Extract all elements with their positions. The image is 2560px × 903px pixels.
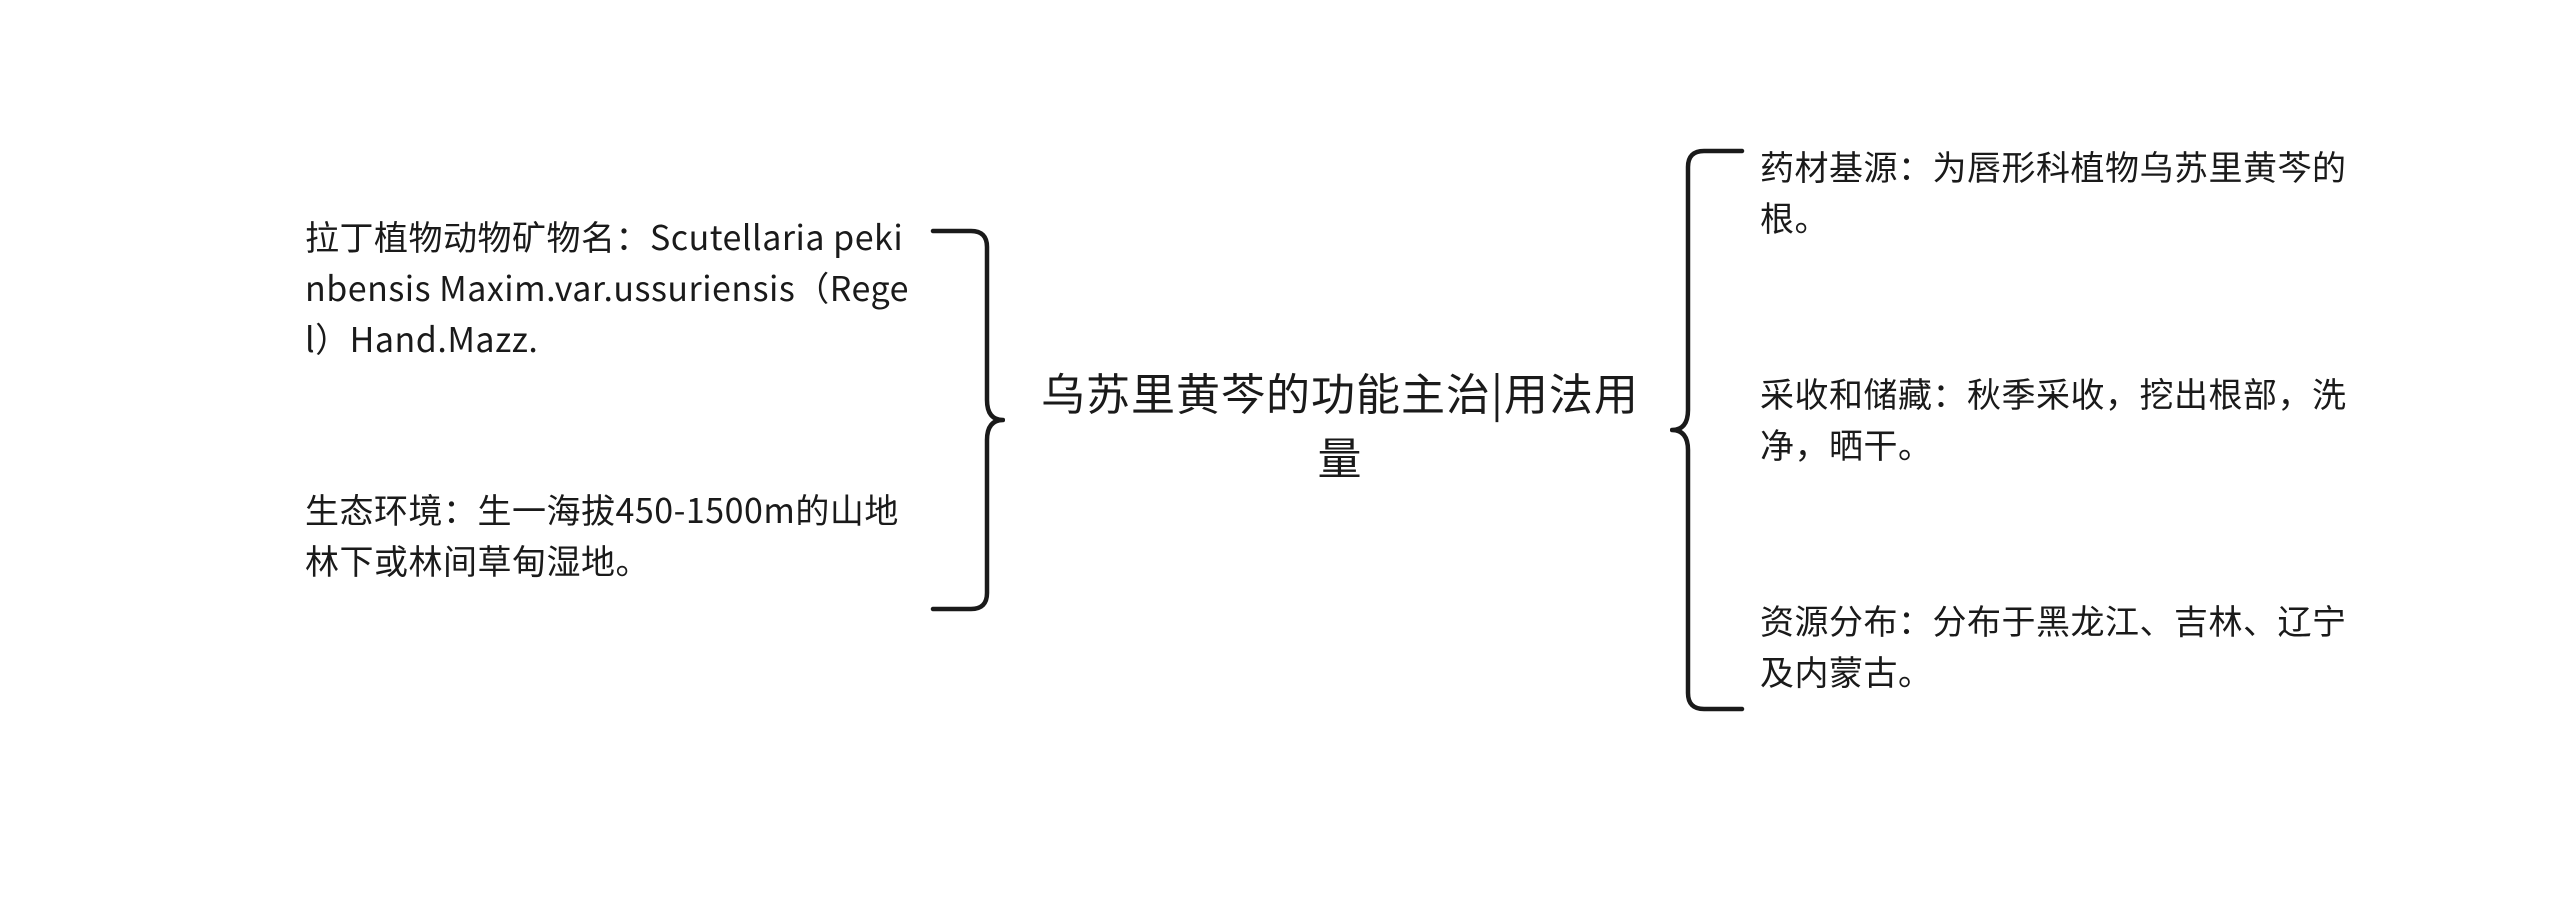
left-node-habitat: 生态环境：生一海拔450-1500m的山地林下或林间草甸湿地。 bbox=[305, 483, 915, 585]
left-brace-icon bbox=[925, 225, 1005, 615]
right-brace-icon bbox=[1670, 145, 1750, 715]
left-node-text: 拉丁植物动物矿物名：Scutellaria pekinbensis Maxim.… bbox=[305, 211, 909, 362]
right-node-source: 药材基源：为唇形科植物乌苏里黄芩的根。 bbox=[1760, 140, 2350, 242]
mindmap-diagram: 乌苏里黄芩的功能主治|用法用量 拉丁植物动物矿物名：Scutellaria pe… bbox=[0, 0, 2560, 903]
right-node-text: 资源分布：分布于黑龙江、吉林、辽宁及内蒙古。 bbox=[1760, 595, 2347, 695]
right-node-distribution: 资源分布：分布于黑龙江、吉林、辽宁及内蒙古。 bbox=[1760, 594, 2350, 696]
right-node-text: 药材基源：为唇形科植物乌苏里黄芩的根。 bbox=[1760, 141, 2347, 241]
center-node: 乌苏里黄芩的功能主治|用法用量 bbox=[1040, 360, 1640, 488]
center-node-text: 乌苏里黄芩的功能主治|用法用量 bbox=[1041, 359, 1639, 487]
left-node-text: 生态环境：生一海拔450-1500m的山地林下或林间草甸湿地。 bbox=[305, 484, 899, 584]
right-node-harvest: 采收和储藏：秋季采收，挖出根部，洗净，晒干。 bbox=[1760, 367, 2350, 469]
left-branch-group: 拉丁植物动物矿物名：Scutellaria pekinbensis Maxim.… bbox=[305, 210, 915, 585]
left-node-latin-name: 拉丁植物动物矿物名：Scutellaria pekinbensis Maxim.… bbox=[305, 210, 915, 363]
right-node-text: 采收和储藏：秋季采收，挖出根部，洗净，晒干。 bbox=[1760, 368, 2347, 468]
right-branch-group: 药材基源：为唇形科植物乌苏里黄芩的根。 采收和储藏：秋季采收，挖出根部，洗净，晒… bbox=[1760, 140, 2350, 696]
